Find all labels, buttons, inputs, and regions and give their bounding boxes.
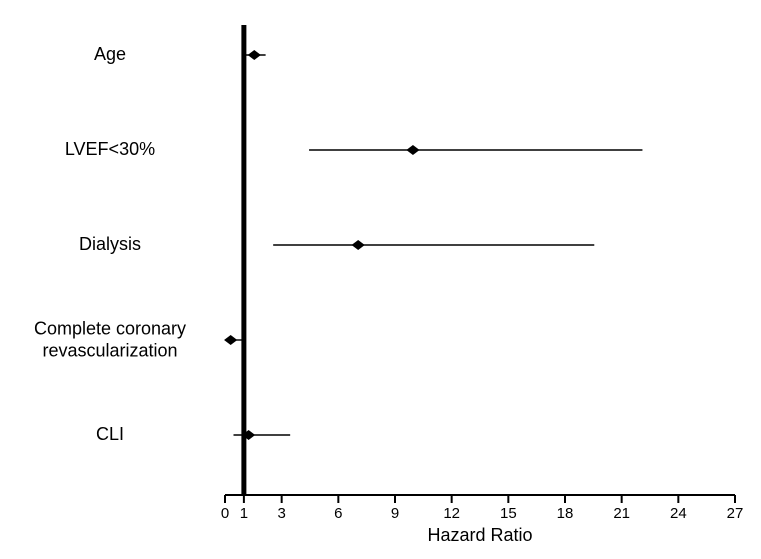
x-axis-tick-label: 12 [443,505,460,522]
row-label: Complete coronary revascularization [5,318,215,361]
row-label: LVEF<30% [5,139,215,161]
x-axis-tick-label: 3 [277,505,285,522]
x-axis-tick-label: 0 [221,505,229,522]
row-label: Dialysis [5,234,215,256]
x-axis-tick-label: 18 [557,505,574,522]
x-axis-tick-label: 27 [727,505,744,522]
point-marker [248,50,261,60]
point-marker [406,145,419,155]
point-marker [352,240,365,250]
x-axis-title: Hazard Ratio [427,525,532,546]
row-label: Age [5,44,215,66]
point-marker [224,335,237,345]
x-axis-tick-label: 21 [613,505,630,522]
row-label: CLI [5,424,215,446]
x-axis-tick-label: 1 [240,505,248,522]
x-axis-tick-label: 9 [391,505,399,522]
x-axis-tick-label: 15 [500,505,517,522]
x-axis-tick-label: 24 [670,505,687,522]
x-axis-tick-label: 6 [334,505,342,522]
